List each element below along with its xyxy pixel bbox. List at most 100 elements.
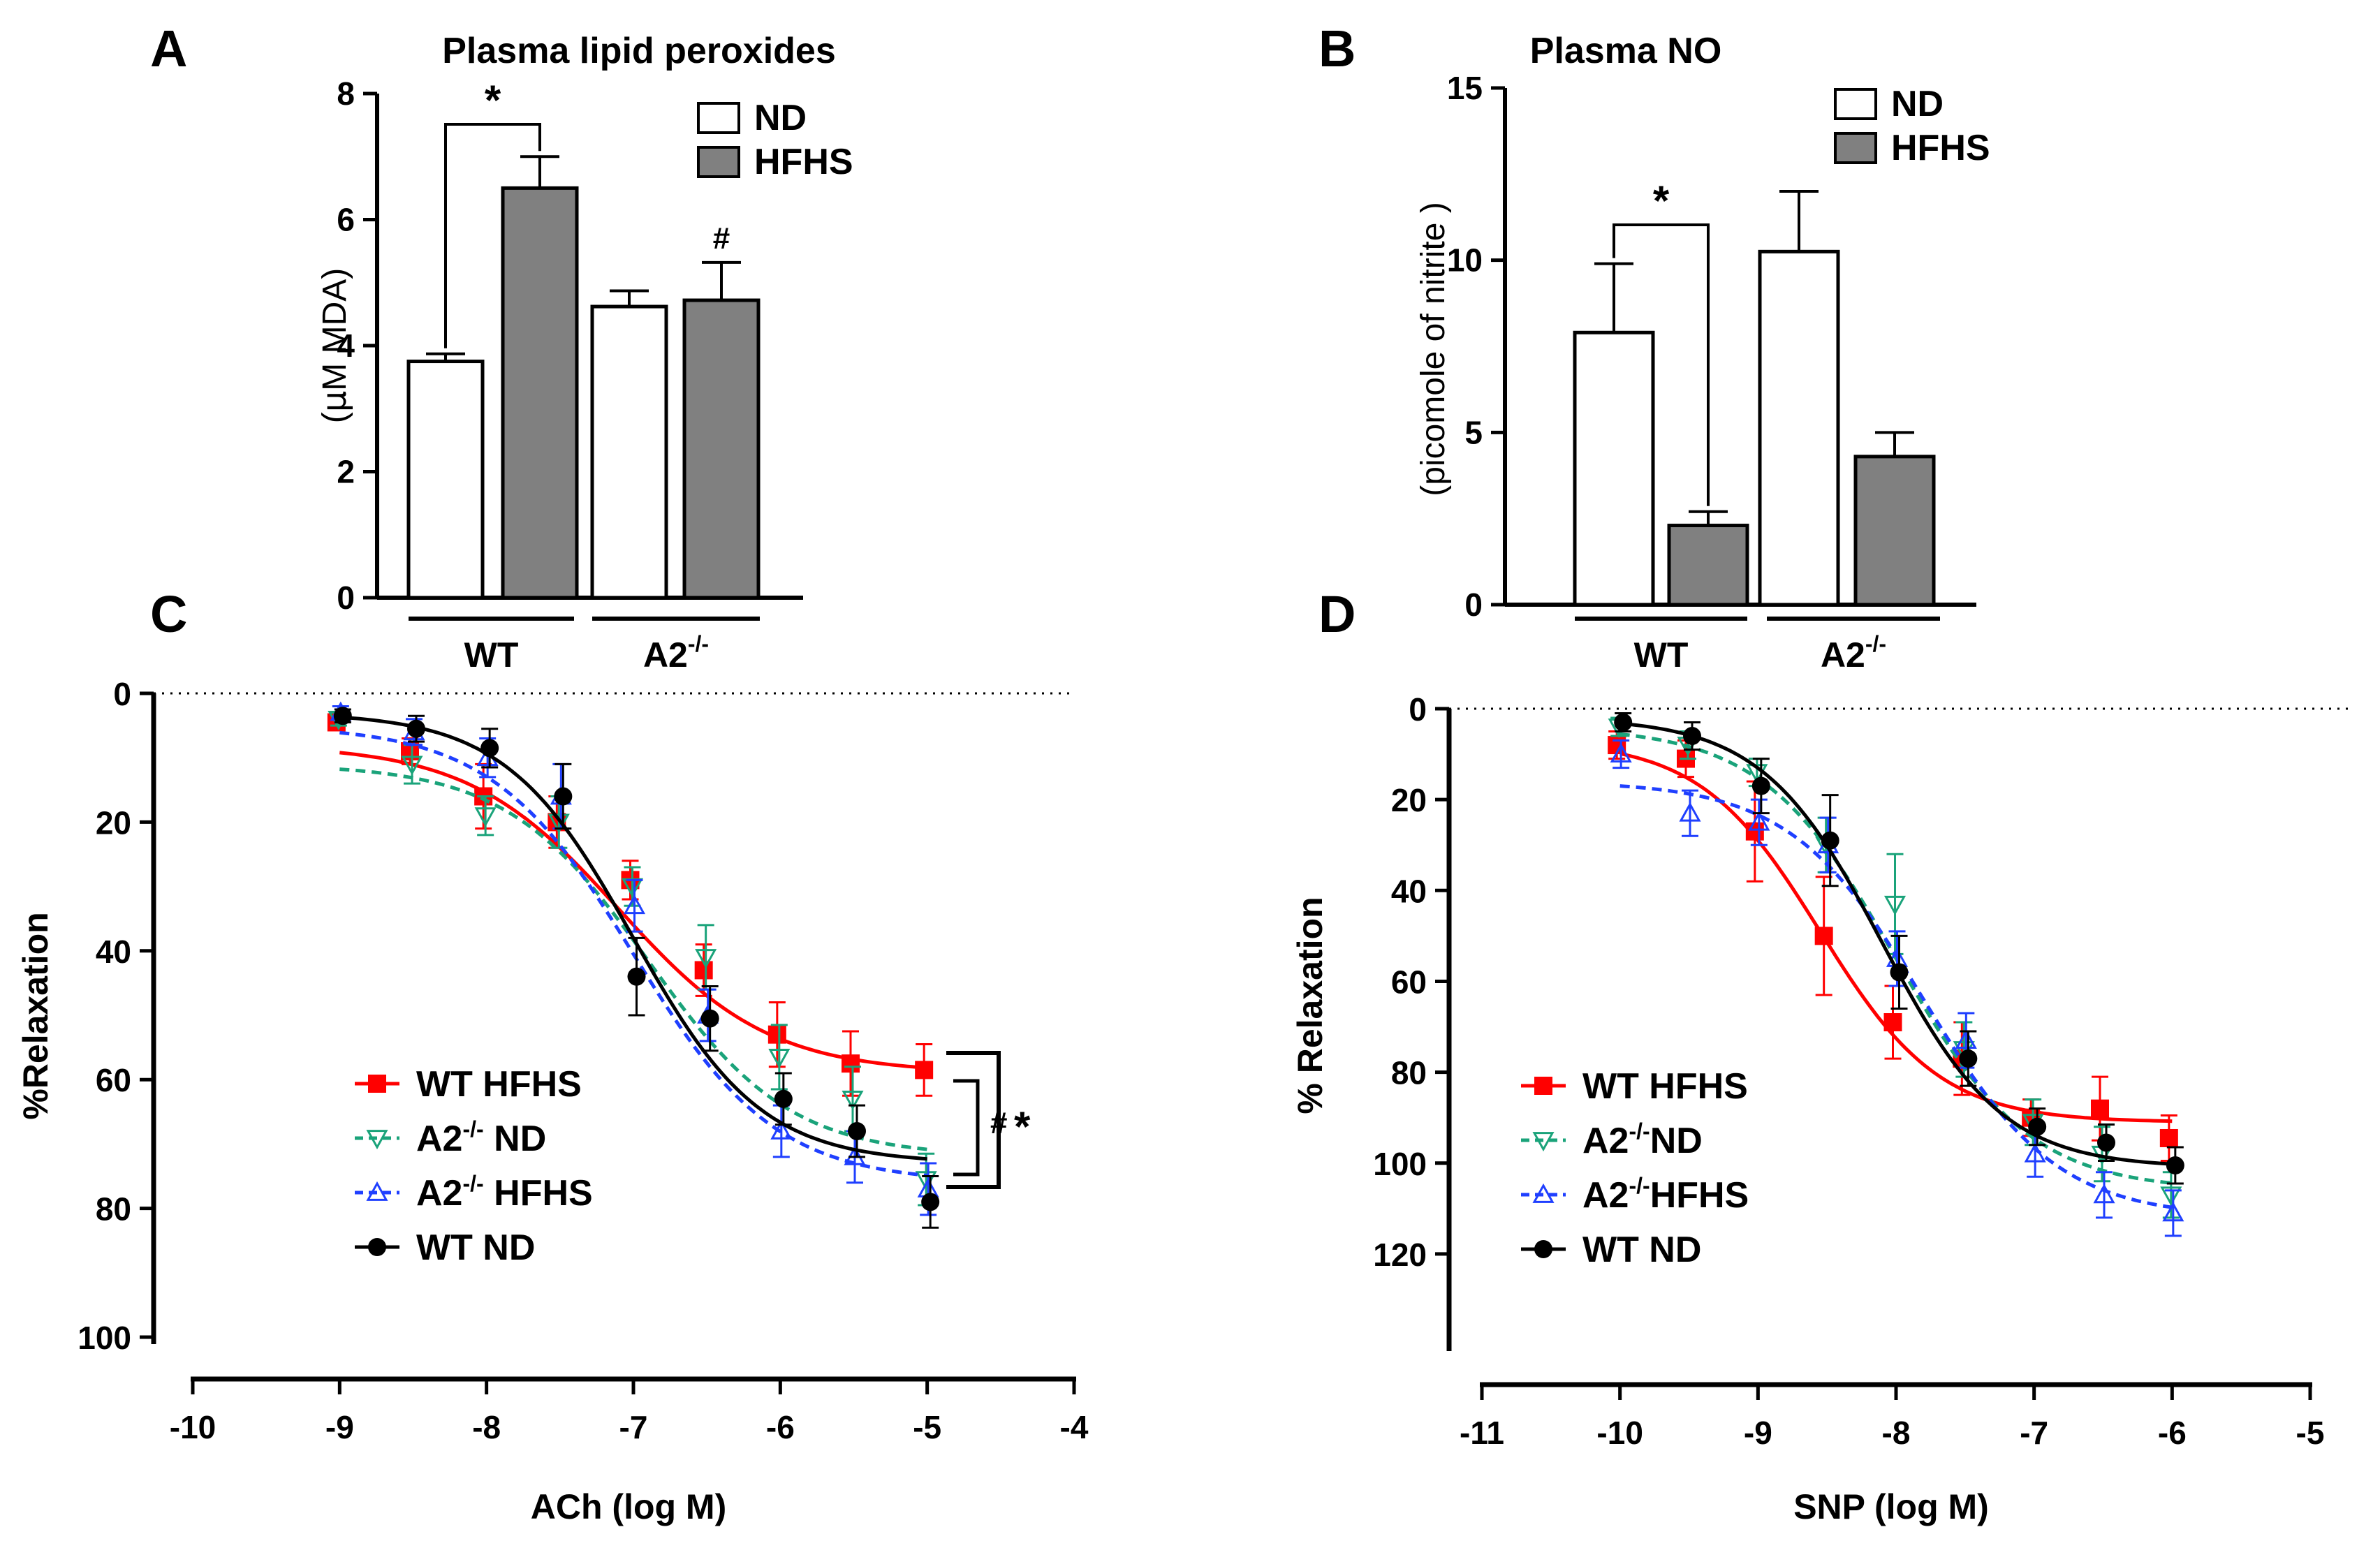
legend-marker (1532, 1183, 1555, 1203)
legend-label: WT HFHS (416, 1064, 582, 1105)
legend-label-main: A2 (416, 1119, 462, 1159)
x-tick-label: -9 (325, 1409, 354, 1445)
panel-label: A (150, 20, 187, 78)
legend-label-rest: HFHS (484, 1173, 593, 1214)
y-tick-label: 0 (1464, 587, 1483, 623)
data-point (627, 967, 646, 986)
data-point (333, 707, 352, 725)
x-tick-label: -9 (1744, 1415, 1772, 1451)
data-point (1745, 822, 1764, 841)
data-point (695, 949, 717, 969)
significance-bracket-inner (953, 1079, 980, 1177)
panel-c-line-chart: C0 20 40 60 80 100 -10 -9 -8 -7 -6 -5 -4 ACh (log M)%… (16, 585, 1089, 1526)
x-tick-label: -6 (766, 1409, 795, 1445)
legend-label-sup: -/- (1629, 1119, 1650, 1144)
legend-label: WT HFHS (1582, 1066, 1748, 1107)
x-tick-label: -5 (913, 1409, 941, 1445)
group-label: A2-/- (1821, 631, 1886, 675)
legend-label-sup: -/- (462, 1116, 483, 1142)
legend-label: HFHS (1891, 128, 1990, 168)
x-tick-label: -5 (2296, 1415, 2325, 1451)
fit-curve (1619, 784, 2173, 1209)
legend-label: A2-/- HFHS (416, 1171, 593, 1214)
legend-marker (1534, 1240, 1552, 1258)
group-label-main: WT (464, 635, 519, 675)
legend-label-sup: -/- (1629, 1173, 1650, 1198)
bar (590, 304, 668, 600)
legend-label: A2-/- ND (416, 1116, 546, 1159)
data-point (1955, 1029, 1977, 1049)
data-point (768, 1049, 791, 1069)
y-tick-label: 2 (337, 454, 355, 490)
bar (1853, 455, 1936, 607)
significance-star: * (1014, 1103, 1031, 1150)
data-point (1679, 802, 1701, 822)
legend-label-main: A2 (1582, 1121, 1629, 1161)
legend-marker (366, 1181, 388, 1201)
significance-bracket (1613, 223, 1710, 506)
data-point (401, 755, 423, 776)
bar (1758, 249, 1840, 607)
data-point (1883, 1013, 1902, 1032)
data-point (480, 739, 499, 758)
y-tick-label: 80 (96, 1191, 131, 1228)
fit-curve (339, 730, 927, 1177)
data-point (767, 1025, 786, 1044)
legend-label: WT ND (1582, 1230, 1701, 1270)
x-tick-label: -8 (1882, 1415, 1911, 1451)
data-point (2091, 1099, 2109, 1118)
y-tick-label: 40 (96, 934, 131, 970)
legend-label-main: WT HFHS (1582, 1066, 1748, 1107)
bar (1573, 330, 1655, 607)
y-tick-label: 6 (337, 202, 355, 238)
panel-label: B (1318, 20, 1356, 78)
data-point (1751, 776, 1770, 795)
y-axis-label: % Relaxation (1291, 897, 1330, 1114)
bar (501, 186, 579, 600)
y-tick-label: 60 (96, 1062, 131, 1098)
y-tick-label: 100 (1373, 1146, 1427, 1182)
y-axis-label: (μM MDA) (315, 268, 354, 424)
data-point (848, 1121, 866, 1140)
legend-label: A2-/-ND (1582, 1119, 1703, 1161)
data-point (842, 1054, 860, 1073)
y-tick-label: 8 (337, 75, 355, 112)
data-point (915, 1061, 934, 1079)
y-label-prefix: ( (316, 412, 353, 423)
legend-label-sup: -/- (462, 1171, 483, 1196)
y-tick-label: 0 (337, 580, 355, 616)
y-tick-label: 100 (78, 1320, 131, 1356)
legend-swatch (1834, 132, 1877, 164)
legend-marker (368, 1075, 386, 1093)
x-tick-label: -7 (2020, 1415, 2048, 1451)
data-point (1814, 927, 1833, 945)
data-point (2162, 1202, 2184, 1222)
data-point (2024, 1142, 2046, 1163)
group-label: A2-/- (643, 631, 709, 675)
panel-label: D (1318, 585, 1356, 643)
data-point (554, 787, 573, 806)
significance-star: * (1653, 177, 1670, 224)
data-point (407, 719, 425, 738)
significance-star: * (485, 77, 501, 124)
legend-label: ND (1891, 84, 1944, 124)
group-label-sup: -/- (688, 631, 709, 656)
y-tick-label: 20 (1391, 782, 1427, 818)
legend-label-rest: ND (1650, 1121, 1703, 1161)
y-label-mu: μ (315, 391, 354, 413)
chart-title: Plasma lipid peroxides (442, 31, 836, 71)
y-tick-label: 4 (337, 327, 355, 364)
series-group (333, 707, 940, 1229)
legend-marker (368, 1238, 386, 1256)
data-point (1890, 963, 1909, 982)
data-point (1683, 727, 1701, 746)
legend-label-rest: HFHS (1650, 1175, 1749, 1216)
group-label-main: A2 (1821, 635, 1865, 675)
x-tick-label: -10 (1596, 1415, 1643, 1451)
x-tick-label: -10 (170, 1409, 216, 1445)
x-tick-label: -8 (472, 1409, 501, 1445)
data-point (921, 1193, 940, 1211)
legend-marker (1534, 1077, 1552, 1095)
data-point (842, 1090, 864, 1110)
chart-title: Plasma NO (1530, 31, 1722, 71)
